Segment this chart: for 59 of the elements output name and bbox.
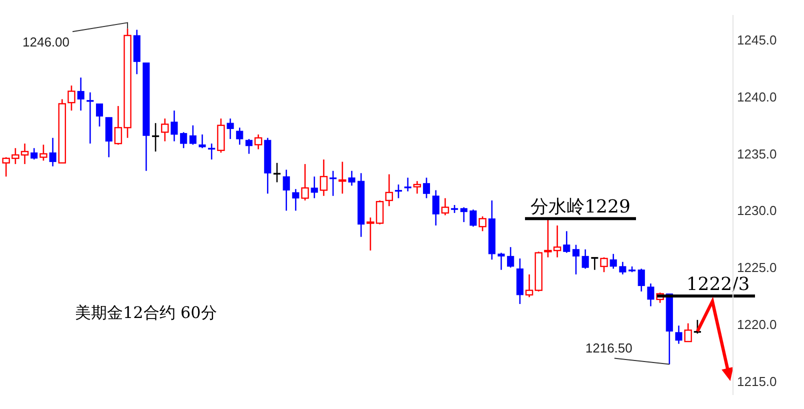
- candlestick: [40, 144, 48, 162]
- candlestick: [478, 216, 486, 232]
- ref-line-label: 1222/3: [686, 274, 750, 296]
- candlestick: [610, 253, 617, 270]
- candlestick: [282, 169, 290, 212]
- candlestick: [470, 208, 477, 228]
- candlestick: [600, 256, 608, 273]
- candlestick: [338, 161, 346, 194]
- candlestick: [30, 147, 38, 160]
- candlestick: [385, 174, 393, 207]
- annotation: 美期金12合约 60分: [75, 303, 217, 322]
- candlestick: [310, 176, 318, 199]
- candlestick: [170, 110, 178, 142]
- annotation: 1246.00: [22, 34, 70, 50]
- candlestick: [226, 118, 234, 140]
- ref-line-label: 分水岭1229: [530, 196, 630, 218]
- candlestick: [647, 282, 654, 307]
- candlestick: [189, 124, 196, 146]
- candlestick: [675, 324, 682, 344]
- y-tick-label: 1225.0: [737, 260, 777, 276]
- candlestick: [572, 244, 580, 276]
- candlestick: [198, 134, 206, 149]
- candlestick: [413, 180, 422, 194]
- candlestick: [49, 137, 56, 167]
- candlestick: [180, 132, 188, 149]
- candlestick: [582, 248, 589, 270]
- candlestick: [498, 252, 505, 270]
- candlestick: [77, 76, 84, 112]
- candlestick: [301, 163, 309, 202]
- candlestick: [619, 261, 626, 276]
- y-tick-label: 1230.0: [737, 203, 777, 218]
- candlestick: [320, 158, 328, 197]
- candlestick: [684, 322, 692, 342]
- candlestick: [404, 177, 412, 192]
- candlestick: [68, 84, 76, 112]
- y-tick-label: 1240.0: [737, 89, 777, 104]
- candlestick: [348, 170, 356, 186]
- candlestick: [245, 138, 252, 154]
- y-tick-label: 1245.0: [737, 32, 777, 48]
- annotation: 1216.50: [585, 340, 632, 356]
- y-tick-label: 1220.0: [737, 317, 777, 332]
- candlestick: [460, 206, 468, 223]
- candlestick: [254, 134, 262, 150]
- candlestick: [105, 116, 112, 158]
- candlestick: [422, 177, 430, 199]
- candlestick: [638, 268, 645, 292]
- candlestick: [161, 118, 169, 142]
- candlestick: [563, 230, 570, 254]
- y-tick-label: 1235.0: [737, 146, 777, 162]
- candlestick: [432, 190, 440, 226]
- candlestick: [694, 319, 701, 334]
- candlestick: [86, 92, 94, 144]
- y-tick-label: 1215.0: [737, 374, 777, 389]
- candlestick: [236, 126, 244, 146]
- candlestick: [441, 198, 450, 216]
- candlestick: [591, 256, 598, 270]
- candlestick: [292, 188, 300, 212]
- candlestick: [96, 103, 104, 128]
- candlestick: [507, 246, 514, 268]
